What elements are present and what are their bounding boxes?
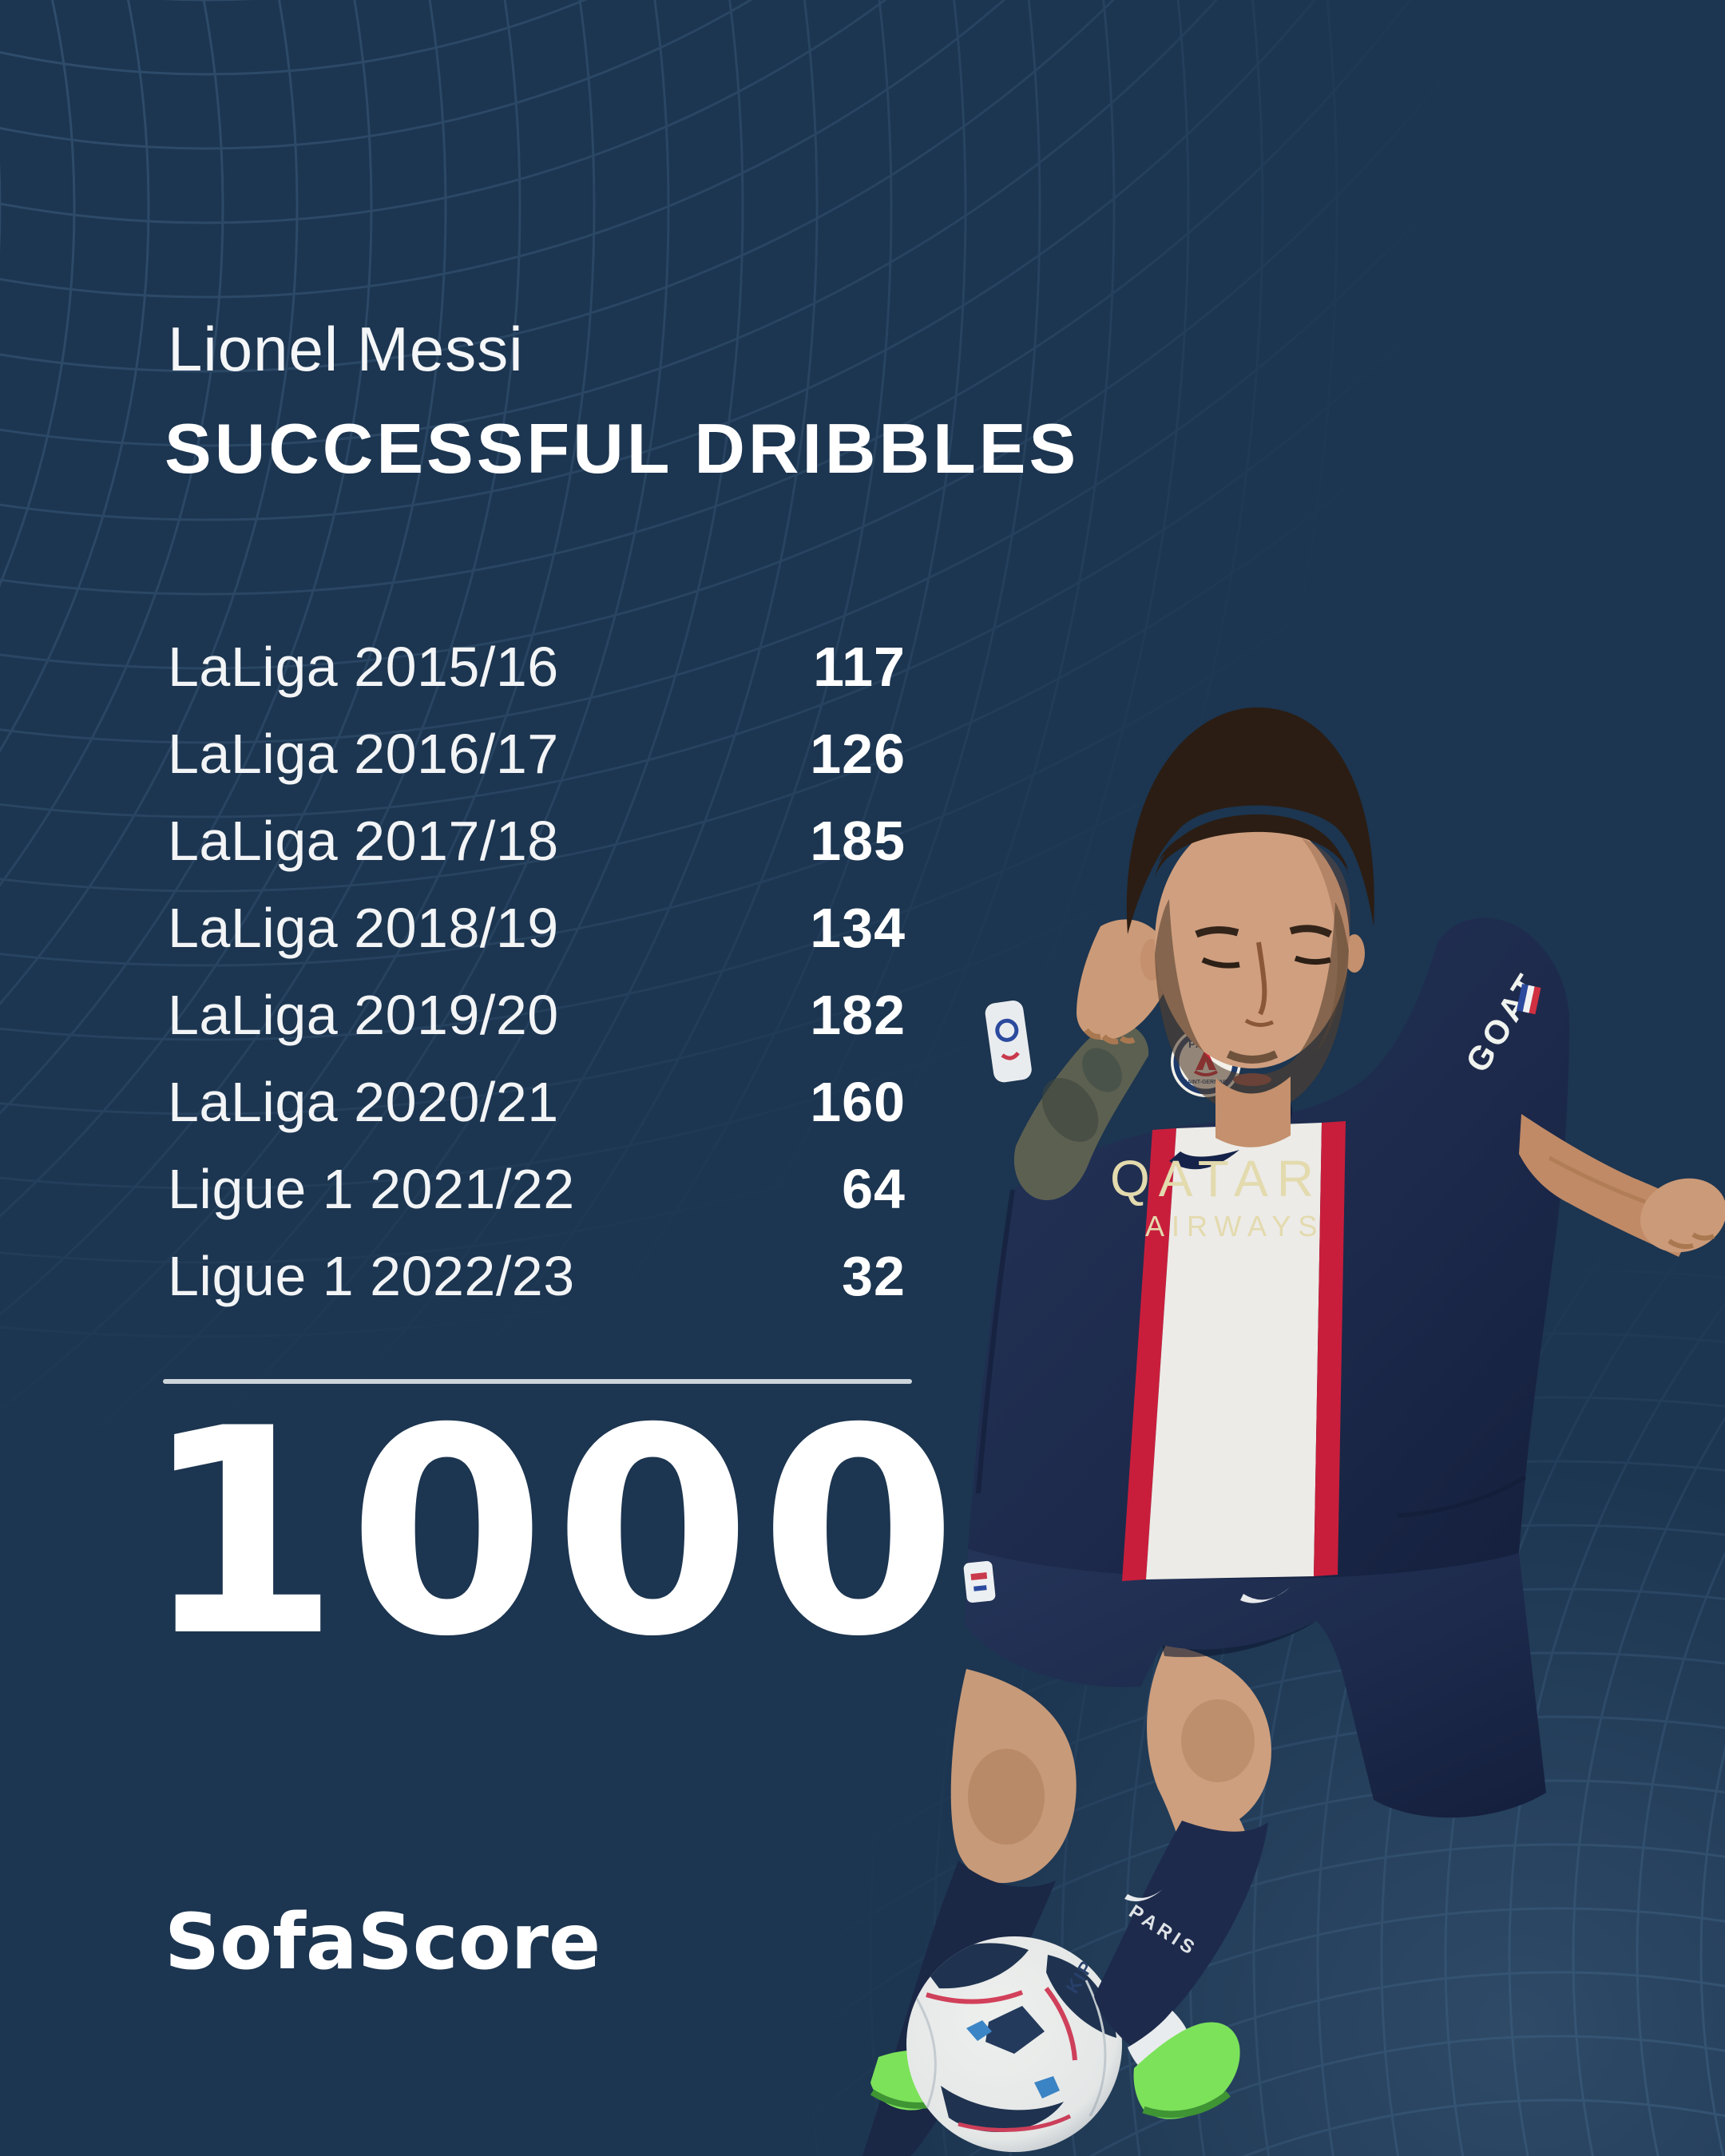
season-value: 126: [810, 722, 906, 785]
season-value: 160: [810, 1070, 906, 1133]
fist: [1640, 1178, 1725, 1253]
season-value: 64: [842, 1157, 906, 1220]
sponsor-line1: QATAR: [1110, 1150, 1322, 1207]
shorts-patch: [963, 1560, 996, 1603]
season-value: 185: [810, 809, 906, 872]
head: [1126, 707, 1374, 1147]
football: KIPSTA: [906, 1936, 1122, 2152]
stat-row: LaLiga 2017/18 185: [168, 797, 906, 884]
france-flag-icon: [1516, 984, 1541, 1015]
season-value: 32: [842, 1244, 906, 1307]
total-dribbles-number: 1000: [142, 1368, 966, 1698]
season-label: Ligue 1 2022/23: [168, 1244, 575, 1307]
shorts-swoosh-icon: [1240, 1587, 1290, 1603]
season-stats-list: LaLiga 2015/16 117 LaLiga 2016/17 126 La…: [168, 623, 906, 1319]
sponsor-line2: AIRWAYS: [1145, 1210, 1324, 1242]
season-label: LaLiga 2015/16: [168, 635, 559, 698]
stat-row: Ligue 1 2022/23 32: [168, 1232, 906, 1319]
season-value: 182: [810, 983, 906, 1046]
front-boot: [1133, 2022, 1240, 2119]
stat-row: LaLiga 2019/20 182: [168, 971, 906, 1058]
divider-line: [163, 1379, 912, 1384]
stat-row: Ligue 1 2021/22 64: [168, 1145, 906, 1232]
season-label: LaLiga 2020/21: [168, 1070, 559, 1133]
jersey-swoosh-icon: [1169, 1150, 1239, 1170]
sock-swoosh-icon: [1124, 1889, 1163, 1902]
stat-row: LaLiga 2015/16 117: [168, 623, 906, 710]
season-label: LaLiga 2017/18: [168, 809, 559, 872]
stat-row: LaLiga 2016/17 126: [168, 710, 906, 797]
season-label: LaLiga 2016/17: [168, 722, 559, 785]
messi-photo: KIPSTA PARIS: [862, 707, 1725, 2156]
season-label: LaLiga 2018/19: [168, 896, 559, 959]
season-value: 134: [810, 896, 906, 959]
season-label: Ligue 1 2021/22: [168, 1157, 575, 1220]
front-leg: PARIS: [1094, 1645, 1271, 2119]
page-title: SUCCESSFUL DRIBBLES: [165, 409, 1080, 488]
season-value: 117: [813, 635, 906, 698]
ligue1-sleeve-patch: [985, 1001, 1032, 1083]
stat-row: LaLiga 2018/19 134: [168, 884, 906, 971]
season-label: LaLiga 2019/20: [168, 983, 559, 1046]
stat-row: LaLiga 2020/21 160: [168, 1058, 906, 1145]
right-arm: [1519, 1114, 1725, 1257]
player-name: Lionel Messi: [168, 314, 524, 384]
sofascore-logo: SofaScore: [165, 1897, 601, 1987]
